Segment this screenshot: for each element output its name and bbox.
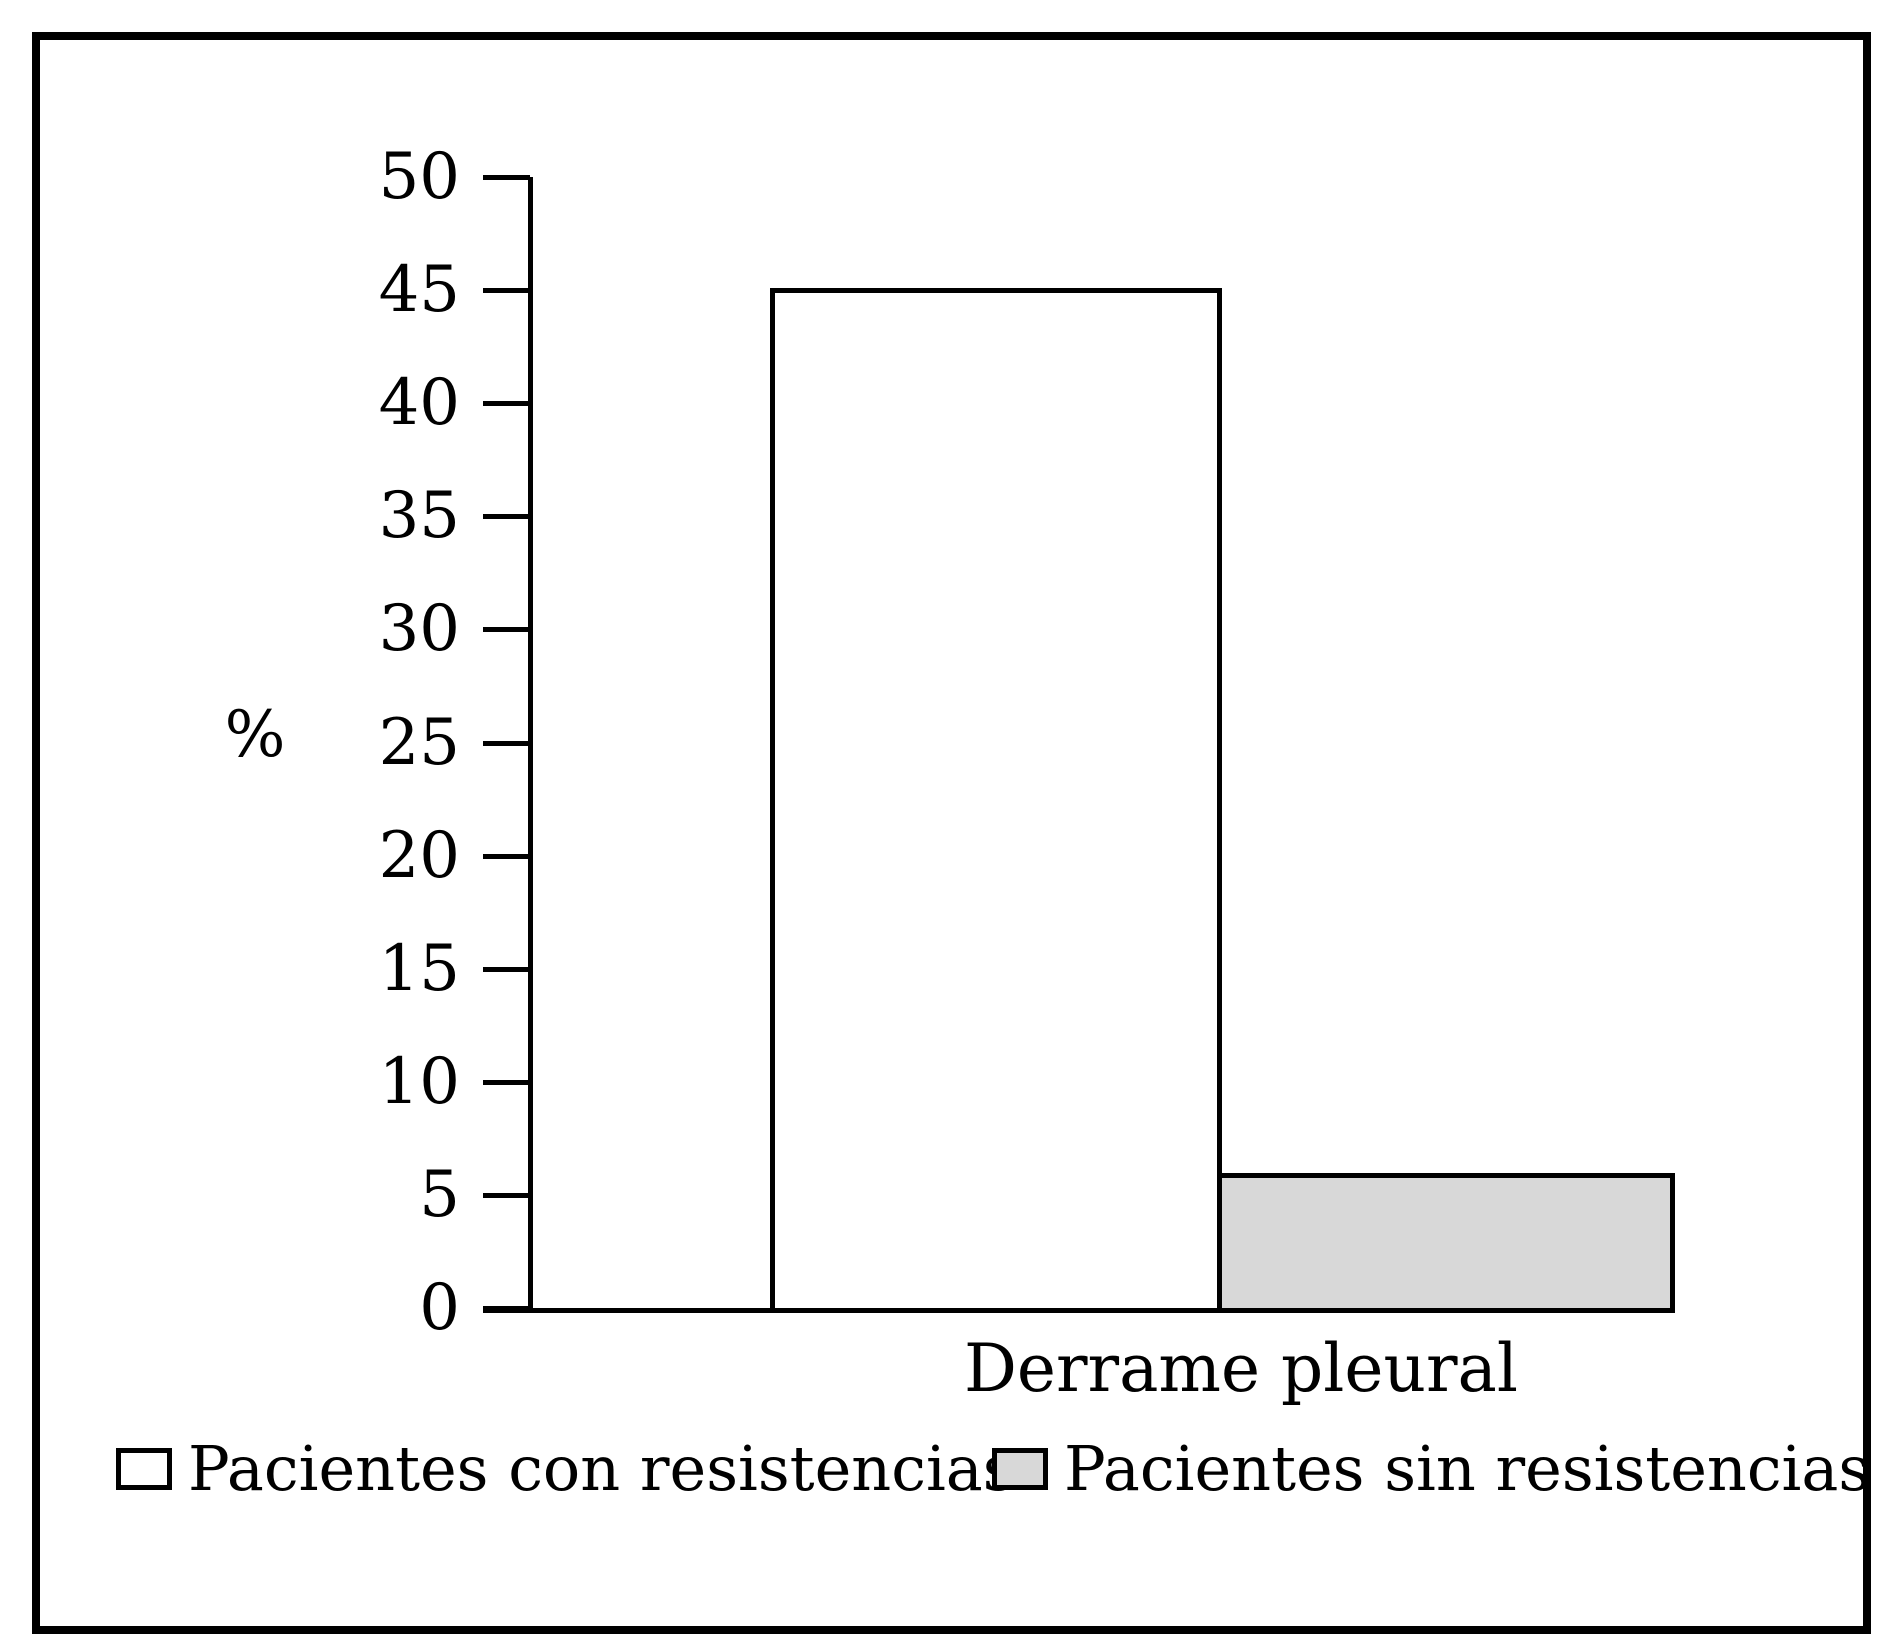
y-tick-label: 50 [378,140,460,214]
y-axis-title: % [224,698,286,772]
y-tick [483,401,530,406]
y-tick [483,514,530,519]
legend-swatch-white [116,1448,172,1490]
bar-pacientes-con-resistencias [770,288,1222,1313]
legend-label: Pacientes con resistencias [188,1432,1015,1505]
y-axis-line [528,177,533,1313]
bar-pacientes-sin-resistencias [1217,1173,1675,1313]
y-tick [483,967,530,972]
y-tick-label: 0 [419,1271,460,1345]
y-tick-label: 15 [378,932,460,1006]
y-tick [483,1193,530,1198]
legend-item: Pacientes sin resistencias [992,1432,1871,1505]
y-tick [483,741,530,746]
y-tick-label: 25 [378,706,460,780]
y-tick-label: 20 [378,819,460,893]
y-tick [483,175,530,180]
y-tick [483,1080,530,1085]
y-tick-label: 35 [378,479,460,553]
y-tick [483,288,530,293]
y-tick-label: 10 [378,1045,460,1119]
y-tick [483,1306,530,1311]
y-tick-label: 30 [378,592,460,666]
category-label: Derrame pleural [964,1330,1518,1407]
figure-border [32,32,1871,1634]
y-tick-label: 40 [378,366,460,440]
legend-label: Pacientes sin resistencias [1064,1432,1871,1505]
y-tick-label: 45 [378,253,460,327]
legend-item: Pacientes con resistencias [116,1432,1015,1505]
y-tick [483,854,530,859]
y-tick-label: 5 [419,1158,460,1232]
legend-swatch-gray [992,1448,1048,1490]
y-tick [483,627,530,632]
